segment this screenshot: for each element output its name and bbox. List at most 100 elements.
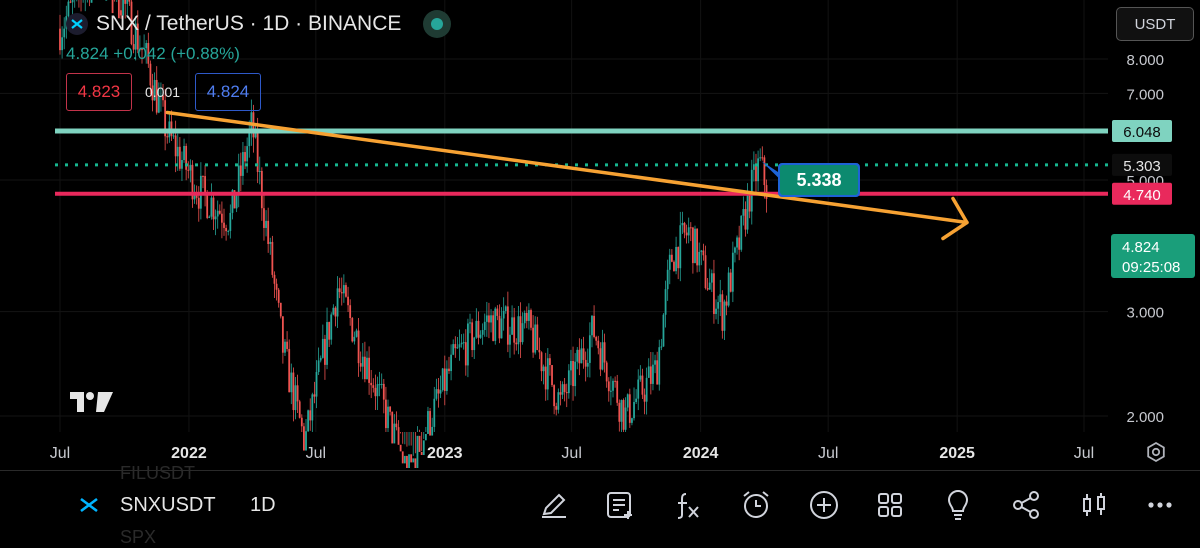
settings-icon[interactable] (1145, 441, 1167, 463)
price-chart[interactable]: 5.338 2.0003.0005.0007.0008.0006.0485.30… (0, 0, 1200, 468)
candle-up (361, 356, 364, 367)
candle-up (408, 454, 410, 468)
candle-down (351, 318, 354, 342)
more-icon[interactable] (1144, 489, 1176, 521)
candle-down (437, 389, 440, 394)
candle-up (330, 314, 333, 340)
candle-down (279, 302, 282, 317)
candle-down (406, 455, 408, 468)
candle-up (235, 195, 238, 209)
candle-down (155, 79, 158, 113)
candle-down (532, 327, 535, 353)
chart-header: SNX / TetherUS · 1D · BINANCE (66, 10, 452, 38)
x-tick-label: Jul (50, 445, 70, 462)
candle-down (391, 411, 394, 444)
buy-price-button[interactable]: 4.824 (195, 73, 261, 111)
candle-up (126, 0, 129, 4)
pencil-icon[interactable] (538, 489, 570, 521)
plus-circle-icon[interactable] (808, 489, 840, 521)
candle-up (500, 318, 503, 339)
candle-down (260, 170, 263, 209)
candle-up (376, 384, 379, 397)
candle-down (551, 365, 553, 386)
alarm-icon[interactable] (740, 489, 772, 521)
candle-down (263, 208, 265, 228)
candle-up (620, 400, 623, 422)
candle-down (130, 1, 133, 45)
candle-down (677, 247, 680, 269)
candle-down (286, 341, 288, 349)
candle-down (132, 44, 135, 50)
y-tick-label: 3.000 (1126, 305, 1164, 322)
candle-down (515, 342, 518, 345)
candle-down (162, 95, 164, 101)
candle-up (445, 368, 448, 391)
candle-up (517, 316, 520, 345)
interval-selector[interactable]: 1D (250, 494, 276, 516)
candle-down (538, 349, 541, 353)
candle-down (204, 176, 206, 193)
candle-up (189, 164, 192, 171)
share-icon[interactable] (1010, 489, 1042, 521)
candle-down (519, 316, 522, 343)
candle-up (181, 160, 183, 169)
candle-down (288, 348, 291, 393)
candle-up (742, 209, 745, 216)
candle-down (614, 380, 617, 382)
candle-down (397, 427, 400, 445)
candle-down (178, 146, 181, 169)
candle-up (427, 411, 429, 434)
candle-down (239, 165, 242, 176)
candle-down (513, 317, 516, 343)
candle-down (281, 316, 284, 353)
candle-up (576, 349, 579, 362)
x-tick-label: 2024 (683, 445, 719, 462)
candle-up (654, 360, 656, 365)
candle-up (757, 158, 759, 182)
candle-down (685, 232, 688, 236)
candle-down (656, 360, 659, 385)
y-tick-label: 2.000 (1126, 409, 1164, 426)
candle-down (559, 392, 562, 395)
candle-up (210, 197, 213, 217)
candle-down (128, 0, 131, 2)
candle-up (723, 301, 726, 331)
fx-indicator-icon[interactable] (672, 489, 704, 521)
candle-down (340, 292, 343, 294)
candle-up (734, 247, 736, 253)
candle-down (328, 322, 331, 340)
candle-up (668, 254, 671, 270)
last-price-label: 4.824 (1122, 239, 1160, 256)
chart-area[interactable]: 5.338 2.000 3.000 5.000 7.000 8.000 6.048 5.30… (0, 0, 1200, 468)
currency-selector[interactable]: USDT (1116, 7, 1194, 41)
candle-up (90, 0, 93, 3)
candlestick-icon[interactable] (1078, 489, 1110, 521)
candle-down (233, 190, 236, 209)
candle-down (359, 363, 362, 367)
candle-up (710, 273, 713, 283)
lightbulb-icon[interactable] (942, 489, 974, 521)
candle-up (727, 272, 730, 306)
last-price-tag (1111, 234, 1195, 278)
candle-up (229, 212, 232, 231)
candle-up (139, 48, 141, 50)
market-open-indicator-icon[interactable] (423, 10, 452, 38)
x-tick-label: 2022 (171, 445, 207, 462)
note-icon[interactable] (604, 489, 636, 521)
candle-down (202, 175, 204, 177)
symbol-selector[interactable]: SNXUSDT (120, 494, 216, 516)
candle-down (363, 356, 366, 380)
candle-up (523, 312, 526, 324)
candle-up (366, 357, 368, 380)
candle-down (195, 195, 198, 198)
candle-down (256, 131, 259, 172)
candle-down (555, 406, 558, 410)
candle-up (290, 372, 293, 393)
candle-down (763, 157, 766, 186)
sell-price-button[interactable]: 4.823 (66, 73, 132, 111)
candle-up (237, 165, 240, 196)
grid-icon[interactable] (874, 489, 906, 521)
candle-up (475, 320, 478, 338)
candle-up (483, 321, 486, 330)
symbol-title[interactable]: SNX / TetherUS · 1D · BINANCE (96, 12, 402, 35)
